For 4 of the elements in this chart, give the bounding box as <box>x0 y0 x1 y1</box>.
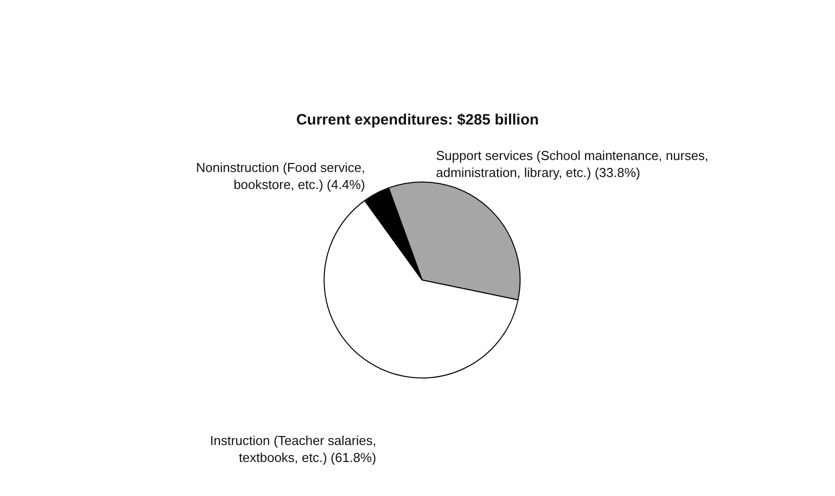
slice-label: Instruction (Teacher salaries, textbooks, etc.) (61.8%) <box>210 433 376 465</box>
slice-label: Support services (School maintenance, nurses, administration, library, etc.) (33.8%) <box>436 148 708 180</box>
chart-title: Current expenditures: $285 billion <box>296 111 539 128</box>
slice-label: Noninstruction (Food service, bookstore, etc.) (4.4%) <box>196 160 366 192</box>
